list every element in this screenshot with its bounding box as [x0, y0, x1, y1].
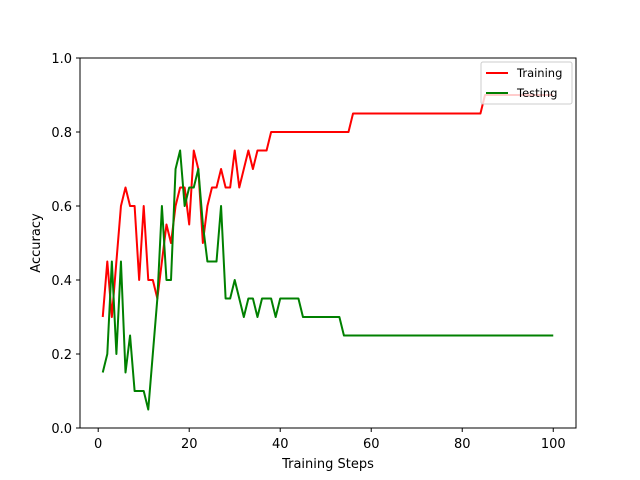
series-line-training [101, 94, 554, 318]
x-tick-label: 60 [363, 437, 380, 452]
y-axis-title: Accuracy [29, 213, 44, 273]
series-layer [101, 94, 554, 411]
x-tick-label: 80 [454, 437, 471, 452]
y-tick-label: 0.4 [51, 274, 72, 289]
legend-label-training: Training [516, 66, 562, 80]
y-axis: 0.0 0.2 0.4 0.6 0.8 1.0 [51, 52, 80, 437]
y-tick-label: 0.8 [51, 126, 72, 141]
series-line-testing [101, 149, 554, 411]
x-tick-label: 100 [541, 437, 566, 452]
x-axis-title: Training Steps [281, 457, 374, 472]
y-tick-label: 0.6 [51, 200, 72, 215]
y-tick-label: 0.2 [51, 348, 72, 363]
x-axis: 0 20 40 60 80 100 [94, 428, 566, 452]
y-tick-label: 1.0 [51, 52, 72, 67]
x-tick-label: 20 [181, 437, 198, 452]
x-tick-label: 0 [94, 437, 102, 452]
plot-frame [79, 57, 577, 429]
legend: Training Testing [480, 61, 573, 105]
plot-region [101, 94, 554, 411]
legend-label-testing: Testing [516, 86, 557, 100]
y-tick-label: 0.0 [51, 422, 72, 437]
x-tick-label: 40 [272, 437, 289, 452]
